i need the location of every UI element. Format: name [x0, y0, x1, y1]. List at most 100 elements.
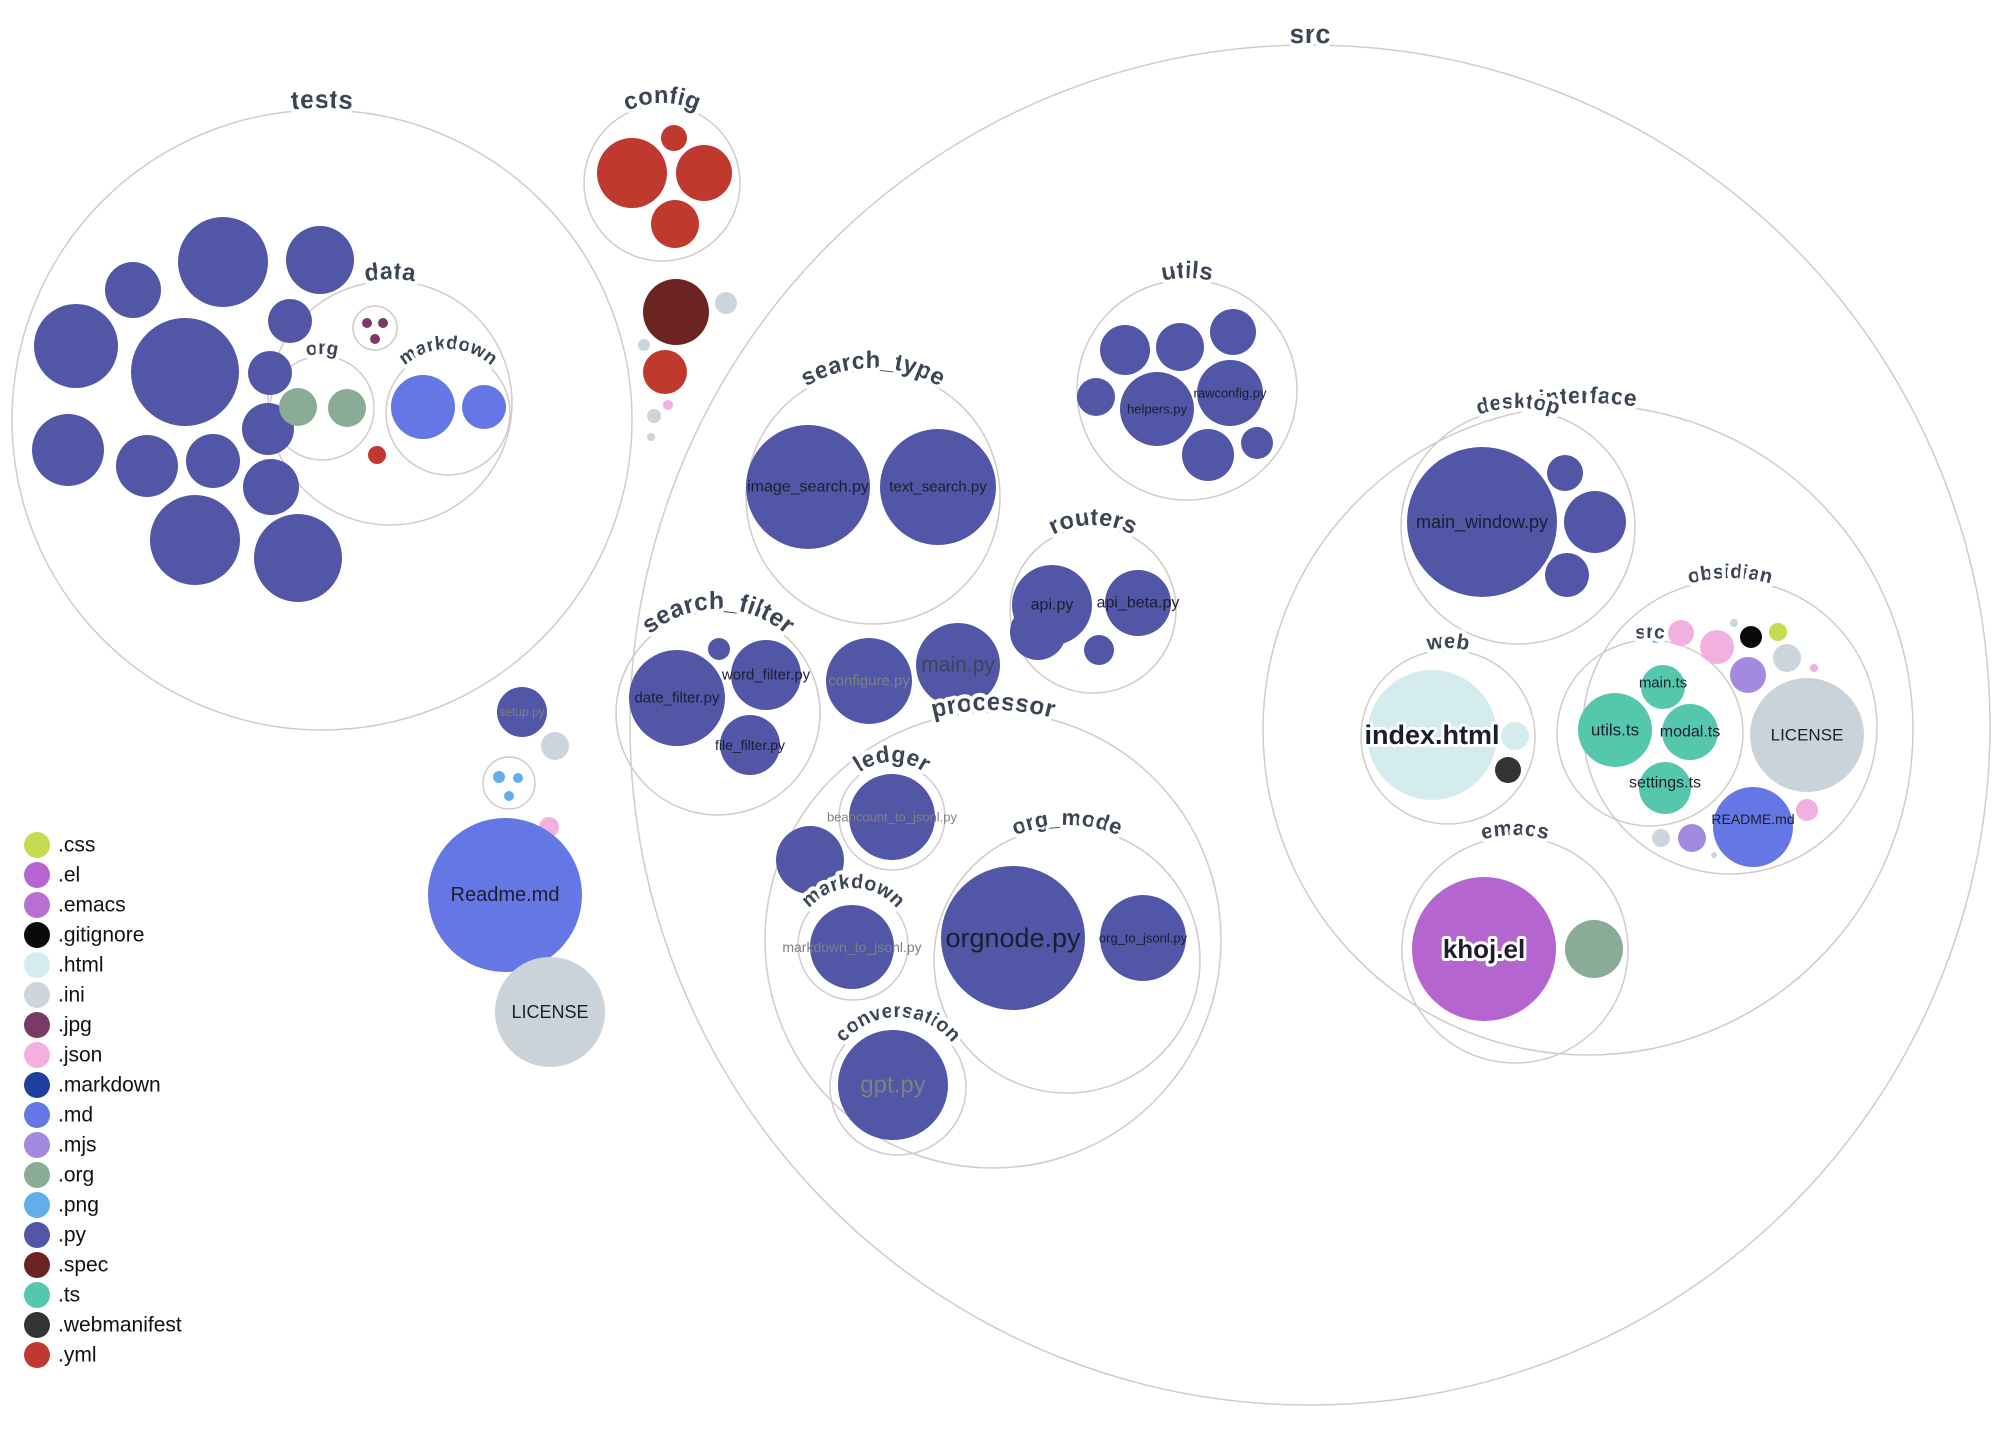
file-circle-orgnode-py[interactable]: [941, 866, 1085, 1010]
file-circle-setup-py[interactable]: [497, 687, 547, 737]
file-circle-main-ts[interactable]: [1641, 665, 1685, 709]
file-circle-obs-ini-4[interactable]: [1711, 852, 1717, 858]
folder-circle-routers[interactable]: [1009, 526, 1177, 694]
file-circle-main_window-py[interactable]: [1407, 447, 1557, 597]
file-circle-tests-py-4[interactable]: [34, 304, 118, 388]
file-circle-tests-py-7[interactable]: [248, 351, 292, 395]
folder-circle-interface[interactable]: [1262, 404, 1914, 1056]
file-circle-desktop-py-3[interactable]: [1545, 553, 1589, 597]
file-circle-tests-py-12[interactable]: [243, 459, 299, 515]
folder-circle-emacs[interactable]: [1401, 836, 1629, 1064]
file-circle-obs-mjs-1[interactable]: [1730, 657, 1766, 693]
file-circle-readme-obsidian[interactable]: [1713, 787, 1793, 867]
file-circle-image_search-py[interactable]: [746, 425, 870, 549]
file-circle-obs-json-3[interactable]: [1810, 664, 1818, 672]
file-circle-config-yml-2[interactable]: [661, 125, 687, 151]
folder-circle-conversation[interactable]: [829, 1018, 967, 1156]
file-circle-file_filter-py[interactable]: [720, 715, 780, 775]
file-circle-data-md-1[interactable]: [391, 375, 455, 439]
file-circle-tests-py-11[interactable]: [186, 434, 240, 488]
file-circle-obs-ini-2[interactable]: [1773, 644, 1801, 672]
file-circle-utils-py-5[interactable]: [1182, 429, 1234, 481]
folder-circle-utils[interactable]: [1076, 279, 1298, 501]
folder-circle-processor-markdown[interactable]: [797, 889, 909, 1001]
file-circle-license-root[interactable]: [495, 957, 605, 1067]
file-circle-utils-py-3[interactable]: [1210, 309, 1256, 355]
file-circle-emacs-org-1[interactable]: [1565, 920, 1623, 978]
file-circle-data-org-1[interactable]: [279, 388, 317, 426]
file-circle-data-jpg-2[interactable]: [378, 318, 388, 328]
file-circle-tests-py-1[interactable]: [105, 262, 161, 318]
folder-circle-obsidian-src[interactable]: [1556, 639, 1744, 827]
file-circle-data-jpg-3[interactable]: [370, 334, 380, 344]
file-circle-data-org-2[interactable]: [328, 389, 366, 427]
file-circle-gpt-py[interactable]: [838, 1030, 948, 1140]
folder-circle-config[interactable]: [583, 104, 741, 262]
file-circle-tests-py-13[interactable]: [150, 495, 240, 585]
file-circle-modal-ts[interactable]: [1662, 704, 1718, 760]
file-circle-date_filter-py[interactable]: [629, 650, 725, 746]
file-circle-main-py[interactable]: [916, 623, 1000, 707]
file-circle-tests-py-2[interactable]: [178, 217, 268, 307]
file-circle-obs-gitignore[interactable]: [1740, 626, 1762, 648]
file-circle-tests-py-3[interactable]: [286, 226, 354, 294]
file-circle-root-png-2[interactable]: [513, 773, 523, 783]
folder-circle-desktop[interactable]: [1400, 409, 1636, 645]
file-circle-utils-py-6[interactable]: [1241, 427, 1273, 459]
file-circle-khoj-el[interactable]: [1412, 877, 1556, 1021]
file-circle-config-yml-3[interactable]: [676, 145, 732, 201]
file-circle-obs-png-1[interactable]: [1650, 631, 1662, 643]
file-circle-web-webmanifest[interactable]: [1495, 757, 1521, 783]
file-circle-root-png-3[interactable]: [504, 791, 514, 801]
file-circle-config-yml-4[interactable]: [651, 200, 699, 248]
file-circle-tests-py-9[interactable]: [242, 403, 294, 455]
file-circle-processor-py-1[interactable]: [776, 826, 844, 894]
folder-circle-src[interactable]: [629, 44, 1991, 1406]
file-circle-desktop-py-1[interactable]: [1547, 455, 1583, 491]
file-circle-license-obsidian[interactable]: [1750, 678, 1864, 792]
file-circle-tests-py-10[interactable]: [116, 435, 178, 497]
file-circle-obs-css[interactable]: [1769, 623, 1787, 641]
file-circle-tests-py-14[interactable]: [254, 514, 342, 602]
file-circle-tests-py-8[interactable]: [32, 414, 104, 486]
file-circle-text_search-py[interactable]: [880, 429, 996, 545]
file-circle-search_filter-py-1[interactable]: [708, 638, 730, 660]
file-circle-utils-ts[interactable]: [1578, 693, 1652, 767]
file-circle-api_beta-py[interactable]: [1105, 570, 1171, 636]
file-circle-root-ini-2[interactable]: [638, 339, 650, 351]
file-circle-root-ini-3[interactable]: [647, 409, 661, 423]
file-circle-obs-json-2[interactable]: [1700, 630, 1734, 664]
file-circle-data-md-2[interactable]: [462, 385, 506, 429]
file-circle-obs-json-1[interactable]: [1668, 620, 1694, 646]
file-circle-desktop-py-2[interactable]: [1564, 491, 1626, 553]
file-circle-word_filter-py[interactable]: [731, 640, 801, 710]
file-circle-configure-py[interactable]: [826, 638, 912, 724]
file-circle-obs-ini-1[interactable]: [1730, 619, 1738, 627]
folder-circle-tests[interactable]: [11, 109, 633, 731]
file-circle-index-html[interactable]: [1367, 670, 1497, 800]
file-circle-obs-json-4[interactable]: [1796, 799, 1818, 821]
file-circle-root-png-1[interactable]: [493, 771, 505, 783]
file-circle-root-yml[interactable]: [643, 350, 687, 394]
file-circle-obs-mjs-2[interactable]: [1678, 824, 1706, 852]
file-circle-tests-py-5[interactable]: [268, 299, 312, 343]
file-circle-readme-root[interactable]: [428, 818, 582, 972]
file-circle-config-yml-1[interactable]: [597, 138, 667, 208]
folder-circle-data-markdown[interactable]: [385, 350, 511, 476]
file-circle-root-ini-4[interactable]: [647, 433, 655, 441]
file-circle-beancount_to_jsonl-py[interactable]: [849, 774, 935, 860]
file-circle-utils-py-4[interactable]: [1077, 378, 1115, 416]
file-circle-root-ini-5[interactable]: [541, 732, 569, 760]
file-circle-obs-ini-3[interactable]: [1652, 829, 1670, 847]
folder-circle-web[interactable]: [1360, 649, 1536, 825]
file-circle-root-ini-1[interactable]: [715, 292, 737, 314]
folder-circle-data-misc[interactable]: [352, 305, 398, 351]
folder-circle-search_type[interactable]: [745, 369, 1001, 625]
file-circle-helpers-py[interactable]: [1120, 372, 1194, 446]
file-circle-markdown_to_jsonl-py[interactable]: [810, 905, 894, 989]
file-circle-org_to_jsonl-py[interactable]: [1100, 895, 1186, 981]
file-circle-root-spec[interactable]: [643, 279, 709, 345]
file-circle-utils-py-2[interactable]: [1156, 323, 1204, 371]
folder-circle-ledger[interactable]: [838, 763, 946, 871]
folder-circle-root-misc[interactable]: [482, 756, 536, 810]
